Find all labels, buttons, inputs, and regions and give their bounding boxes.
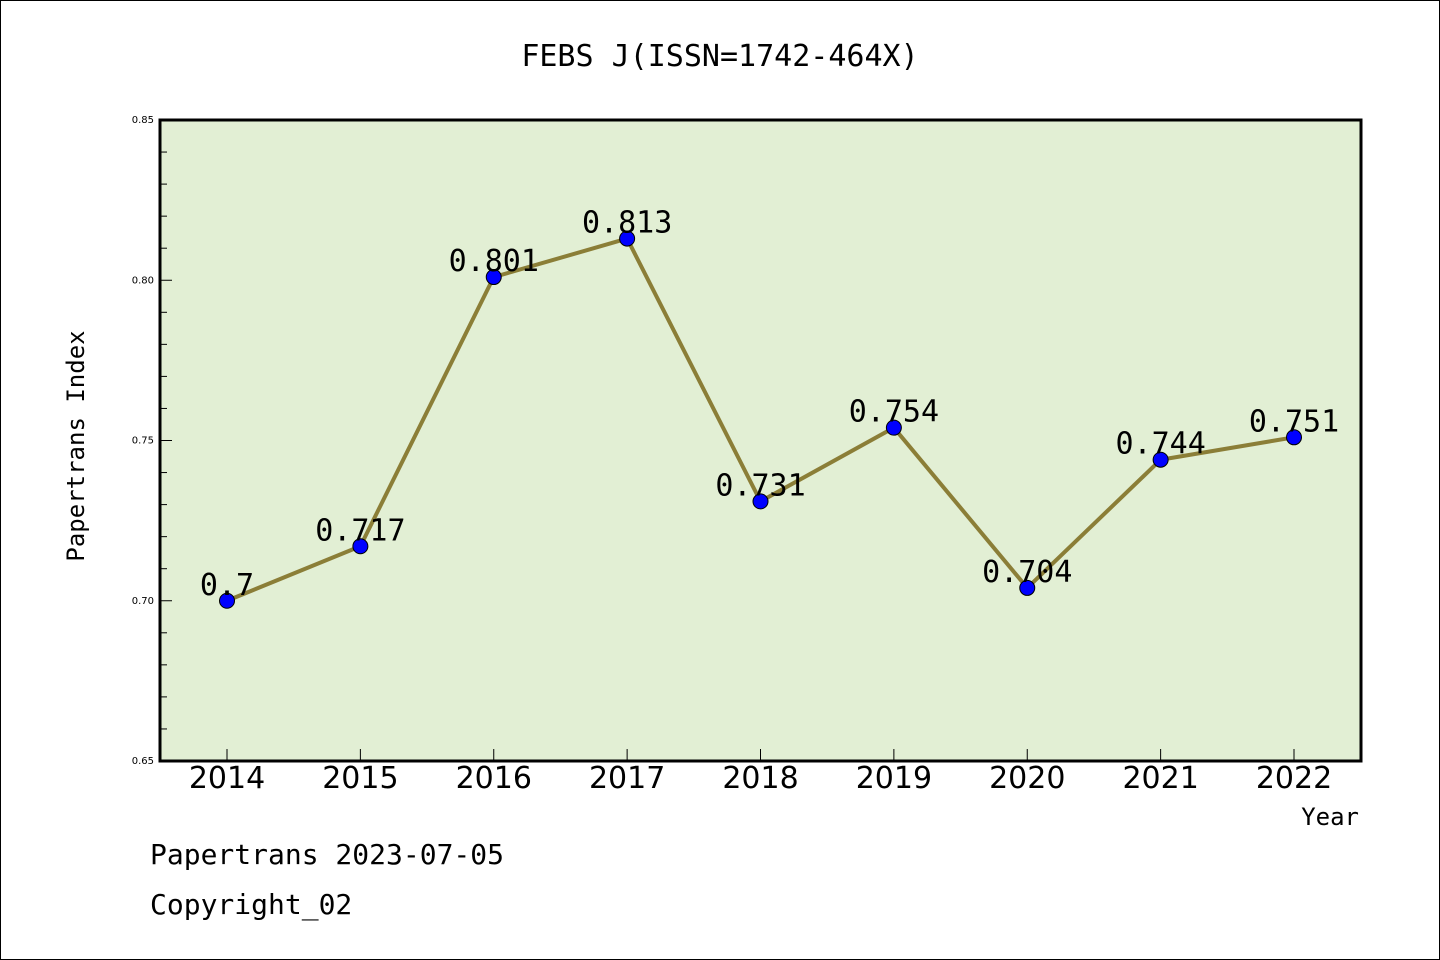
x-tick-label: 2015 [322,761,398,796]
chart-title: FEBS J(ISSN=1742-464X) [521,39,918,74]
data-label: 0.744 [1115,427,1205,462]
y-axis-label: Papertrans Index [62,330,90,561]
footer-date: Papertrans 2023-07-05 [150,838,504,871]
x-tick-label: 2017 [589,761,665,796]
data-point [1019,579,1036,596]
data-point [1286,429,1302,446]
data-label: 0.754 [849,395,939,430]
x-tick-label: 2022 [1256,761,1332,796]
data-label: 0.801 [449,244,539,279]
x-tick-label: 2018 [722,761,798,796]
data-label: 0.731 [715,468,805,503]
y-tick-label: 0.65 [132,756,154,767]
x-tick-label: 2019 [856,761,932,796]
data-points [219,230,1302,609]
data-point [1152,451,1169,468]
x-axis-label: Year [1301,803,1359,831]
x-tick-label: 2016 [456,761,532,796]
y-tick-label: 0.70 [132,596,154,607]
data-point [752,493,769,510]
data-point [352,538,369,555]
data-label: 0.717 [315,513,405,548]
data-point [619,230,636,247]
data-label: 0.7 [200,568,254,603]
data-label: 0.751 [1249,404,1339,439]
x-axis: 2014 2015 2016 2017 2018 2019 2020 2021 2022 [189,749,1332,796]
y-tick-label: 0.85 [132,115,154,126]
data-label: 0.704 [982,555,1072,590]
y-tick-label: 0.80 [132,275,154,286]
x-tick-label: 2014 [189,761,265,796]
data-point [885,419,902,436]
x-tick-label: 2021 [1122,761,1198,796]
y-tick-label: 0.75 [132,436,154,447]
data-label: 0.813 [582,206,672,241]
data-labels: 0.7 0.717 0.801 0.813 0.731 0.754 0.704 0.744 0.… [200,206,1339,603]
plot-area [158,118,1363,763]
data-point [485,269,502,286]
y-axis: 0.65 0.70 0.75 0.80 0.85 [132,115,172,767]
x-tick-label: 2020 [989,761,1065,796]
data-point [219,592,235,609]
footer-copyright: Copyright_02 [150,888,352,922]
